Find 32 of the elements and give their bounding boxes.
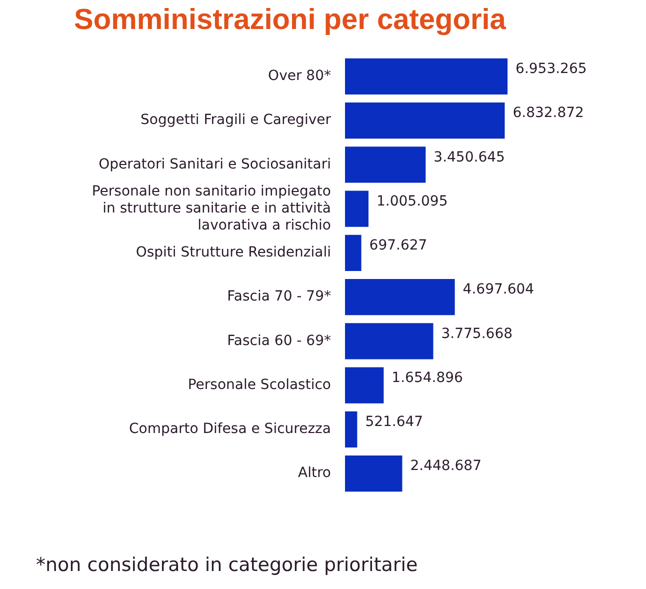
y-tick-label: Personale non sanitario impiegato in strutture sanitarie e in attività lavorativa a rischio [92, 184, 331, 234]
y-tick-label: Personale Scolastico [188, 376, 331, 393]
y-tick-label: Fascia 60 - 69* [227, 332, 331, 349]
text: *non considerato in categorie prioritarie [36, 554, 418, 576]
data-label: 521.647 [365, 414, 424, 430]
chart-title: Somministrazioni per categoria [73, 4, 507, 37]
y-tick-label: Soggetti Fragili e Caregiver [140, 112, 332, 128]
bar [345, 190, 368, 227]
data-label: 697.627 [369, 238, 428, 254]
bar [345, 367, 384, 404]
data-label: 3.450.645 [434, 149, 505, 166]
data-label: 6.832.872 [512, 105, 584, 122]
bar [345, 411, 358, 448]
bar [345, 102, 505, 139]
bar [345, 323, 434, 360]
bar [345, 146, 426, 183]
data-label: 2.448.687 [410, 458, 482, 474]
bar [345, 58, 508, 95]
y-tick-label: Fascia 70 - 79* [227, 288, 331, 305]
y-tick-label: Over 80* [268, 68, 331, 84]
data-label: 3.775.668 [441, 326, 513, 342]
y-tick-label: Altro [298, 465, 331, 482]
bar [345, 455, 402, 492]
data-label: 1.005.095 [376, 193, 448, 210]
y-tick-label: Operatori Sanitari e Sociosanitari [98, 156, 331, 172]
data-label: 1.654.896 [392, 370, 464, 386]
y-tick-label: Comparto Difesa e Sicurezza [129, 421, 331, 438]
bar [345, 278, 455, 316]
data-label: 6.953.265 [516, 61, 587, 78]
data-label: 4.697.604 [462, 282, 534, 298]
y-tick-label: Ospiti Strutture Residenziali [136, 244, 331, 261]
bar [345, 234, 362, 272]
